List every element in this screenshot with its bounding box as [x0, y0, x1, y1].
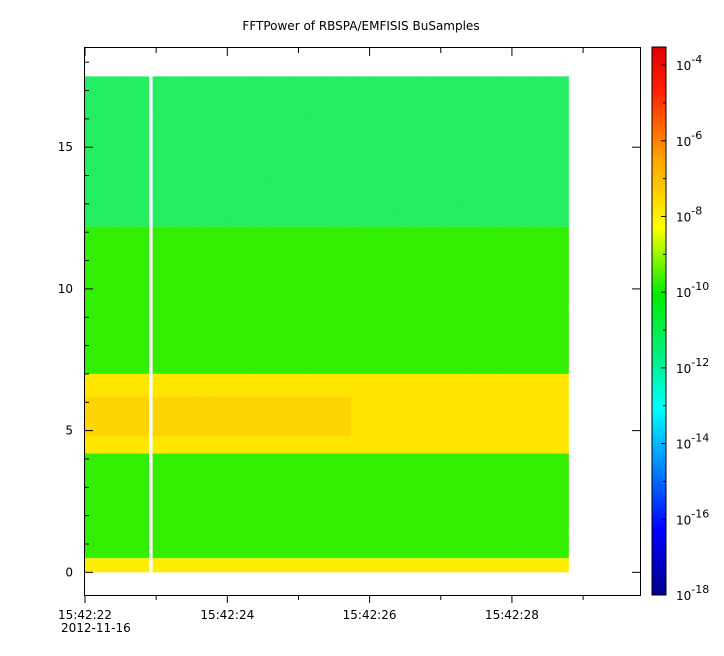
y-tick-label: 10 — [58, 282, 73, 296]
y-tick-label: 5 — [65, 424, 73, 438]
spectrogram-band-0 — [85, 558, 569, 573]
colorbar-tick-label: 10-10 — [676, 280, 709, 300]
x-axis-date-label: 2012-11-16 — [61, 621, 131, 635]
colorbar-tick-label: 10-12 — [676, 356, 709, 376]
x-tick-label: 15:42:28 — [485, 608, 539, 622]
spectrogram-peak-region — [85, 396, 352, 437]
y-axis: 0 5 10 15 — [58, 61, 640, 579]
y-tick-label: 0 — [65, 565, 73, 579]
x-tick-label: 15:42:24 — [200, 608, 254, 622]
x-tick-label: 15:42:26 — [343, 608, 397, 622]
colorbar-tick-label: 10-16 — [676, 507, 709, 527]
colorbar-axis: 10-4 10-6 10-8 10-10 10-12 10-14 10-16 10-18 — [661, 53, 709, 603]
colorbar-tick-label: 10-4 — [676, 53, 702, 73]
x-tick-label: 15:42:22 — [58, 608, 112, 622]
chart-title: FFTPower of RBSPA/EMFISIS BuSamples — [242, 19, 479, 33]
colorbar-tick-label: 10-8 — [676, 204, 702, 224]
spectrogram-band-3 — [85, 226, 569, 374]
colorbar-tick-label: 10-14 — [676, 432, 709, 452]
colorbar — [651, 46, 667, 596]
colorbar-tick-label: 10-6 — [676, 129, 702, 149]
x-axis: 15:42:22 15:42:24 15:42:26 15:42:28 — [58, 48, 584, 622]
data-gap — [149, 76, 153, 573]
y-tick-label: 15 — [58, 140, 73, 154]
colorbar-tick-label: 10-18 — [676, 583, 709, 603]
spectrogram-band-4 — [85, 76, 569, 227]
spectrogram-image — [85, 76, 569, 573]
spectrogram-band-1 — [85, 453, 569, 559]
